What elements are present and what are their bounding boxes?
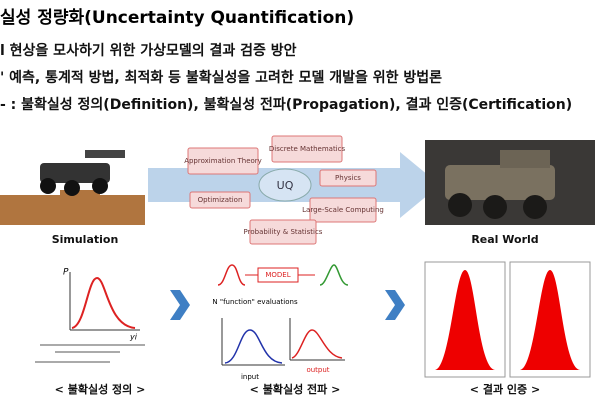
- output-label: output: [306, 366, 329, 374]
- topic-box: [271, 135, 343, 163]
- chevron: [170, 290, 190, 320]
- topic-label: Approximation Theory: [184, 157, 262, 165]
- bullet: - : 불확실성 정의(Definition), 불확실성 전파(Propaga…: [0, 96, 572, 113]
- input-label: input: [241, 373, 259, 381]
- topic-box: [249, 219, 317, 245]
- topic-box: [189, 191, 251, 209]
- bullet: ' 예측, 통계적 방법, 최적화 등 불확실성을 고려한 모델 개발을 위한 …: [0, 69, 442, 86]
- panel-certification: [424, 261, 591, 378]
- axis-label: P: [63, 268, 69, 278]
- uq-label: UQ: [277, 179, 294, 192]
- real-label: Real World: [471, 233, 538, 246]
- caption: < 불확실성 전파 >: [250, 382, 341, 396]
- chevron: [385, 290, 405, 320]
- model-box: MODEL: [265, 271, 290, 279]
- caption: < 결과 인증 >: [470, 382, 540, 396]
- real-image: [425, 140, 595, 225]
- topic-label: Probability & Statistics: [244, 228, 323, 236]
- topic-box: [187, 147, 259, 175]
- panel-propagation: MODEL N "function" evaluations input out…: [212, 264, 349, 381]
- title: 실성 정량화(Uncertainty Quantification): [0, 8, 354, 28]
- topic-label: Optimization: [198, 196, 243, 204]
- axis-label: yi: [129, 333, 138, 342]
- topic-box: [319, 169, 377, 187]
- topic-label: Large-Scale Computing: [302, 206, 384, 214]
- uq-node: [258, 168, 312, 202]
- caption: < 불확실성 정의 >: [55, 382, 146, 396]
- panel-definition: P yi: [35, 268, 145, 363]
- topic-label: Discrete Mathematics: [269, 145, 346, 153]
- topic-label: Physics: [335, 174, 361, 182]
- sim-image: [0, 150, 145, 225]
- bullet: l 현상을 모사하기 위한 가상모델의 결과 검증 방안: [0, 42, 297, 59]
- evaluations: N "function" evaluations: [212, 298, 298, 306]
- topic-box: [309, 197, 377, 223]
- sim-label: Simulation: [52, 233, 119, 246]
